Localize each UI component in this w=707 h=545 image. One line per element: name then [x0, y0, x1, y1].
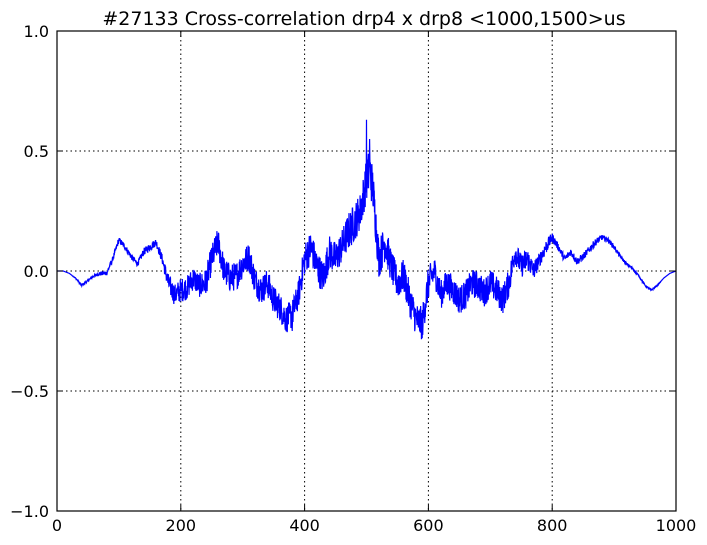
y-tick-label: 0.0 — [24, 262, 49, 281]
y-tick-label: −1.0 — [10, 502, 49, 521]
axis-ticks — [56, 30, 677, 512]
x-tick-label: 600 — [413, 516, 444, 535]
plot-area — [57, 119, 677, 340]
grid — [57, 31, 676, 511]
y-tick-label: 0.5 — [24, 142, 49, 161]
x-tick-label: 800 — [537, 516, 568, 535]
y-tick-label: 1.0 — [24, 22, 49, 41]
x-tick-label: 1000 — [656, 516, 697, 535]
x-tick-label: 200 — [166, 516, 197, 535]
y-axis-tick-labels: −1.0 −0.5 0.0 0.5 1.0 — [10, 22, 49, 521]
series-line — [57, 119, 677, 340]
plot-frame — [56, 30, 677, 512]
chart-title: #27133 Cross-correlation drp4 x drp8 <10… — [102, 8, 625, 30]
x-axis-tick-labels: 0 200 400 600 800 1000 — [52, 516, 696, 535]
x-tick-label: 400 — [289, 516, 320, 535]
y-tick-label: −0.5 — [10, 382, 49, 401]
x-tick-label: 0 — [52, 516, 62, 535]
